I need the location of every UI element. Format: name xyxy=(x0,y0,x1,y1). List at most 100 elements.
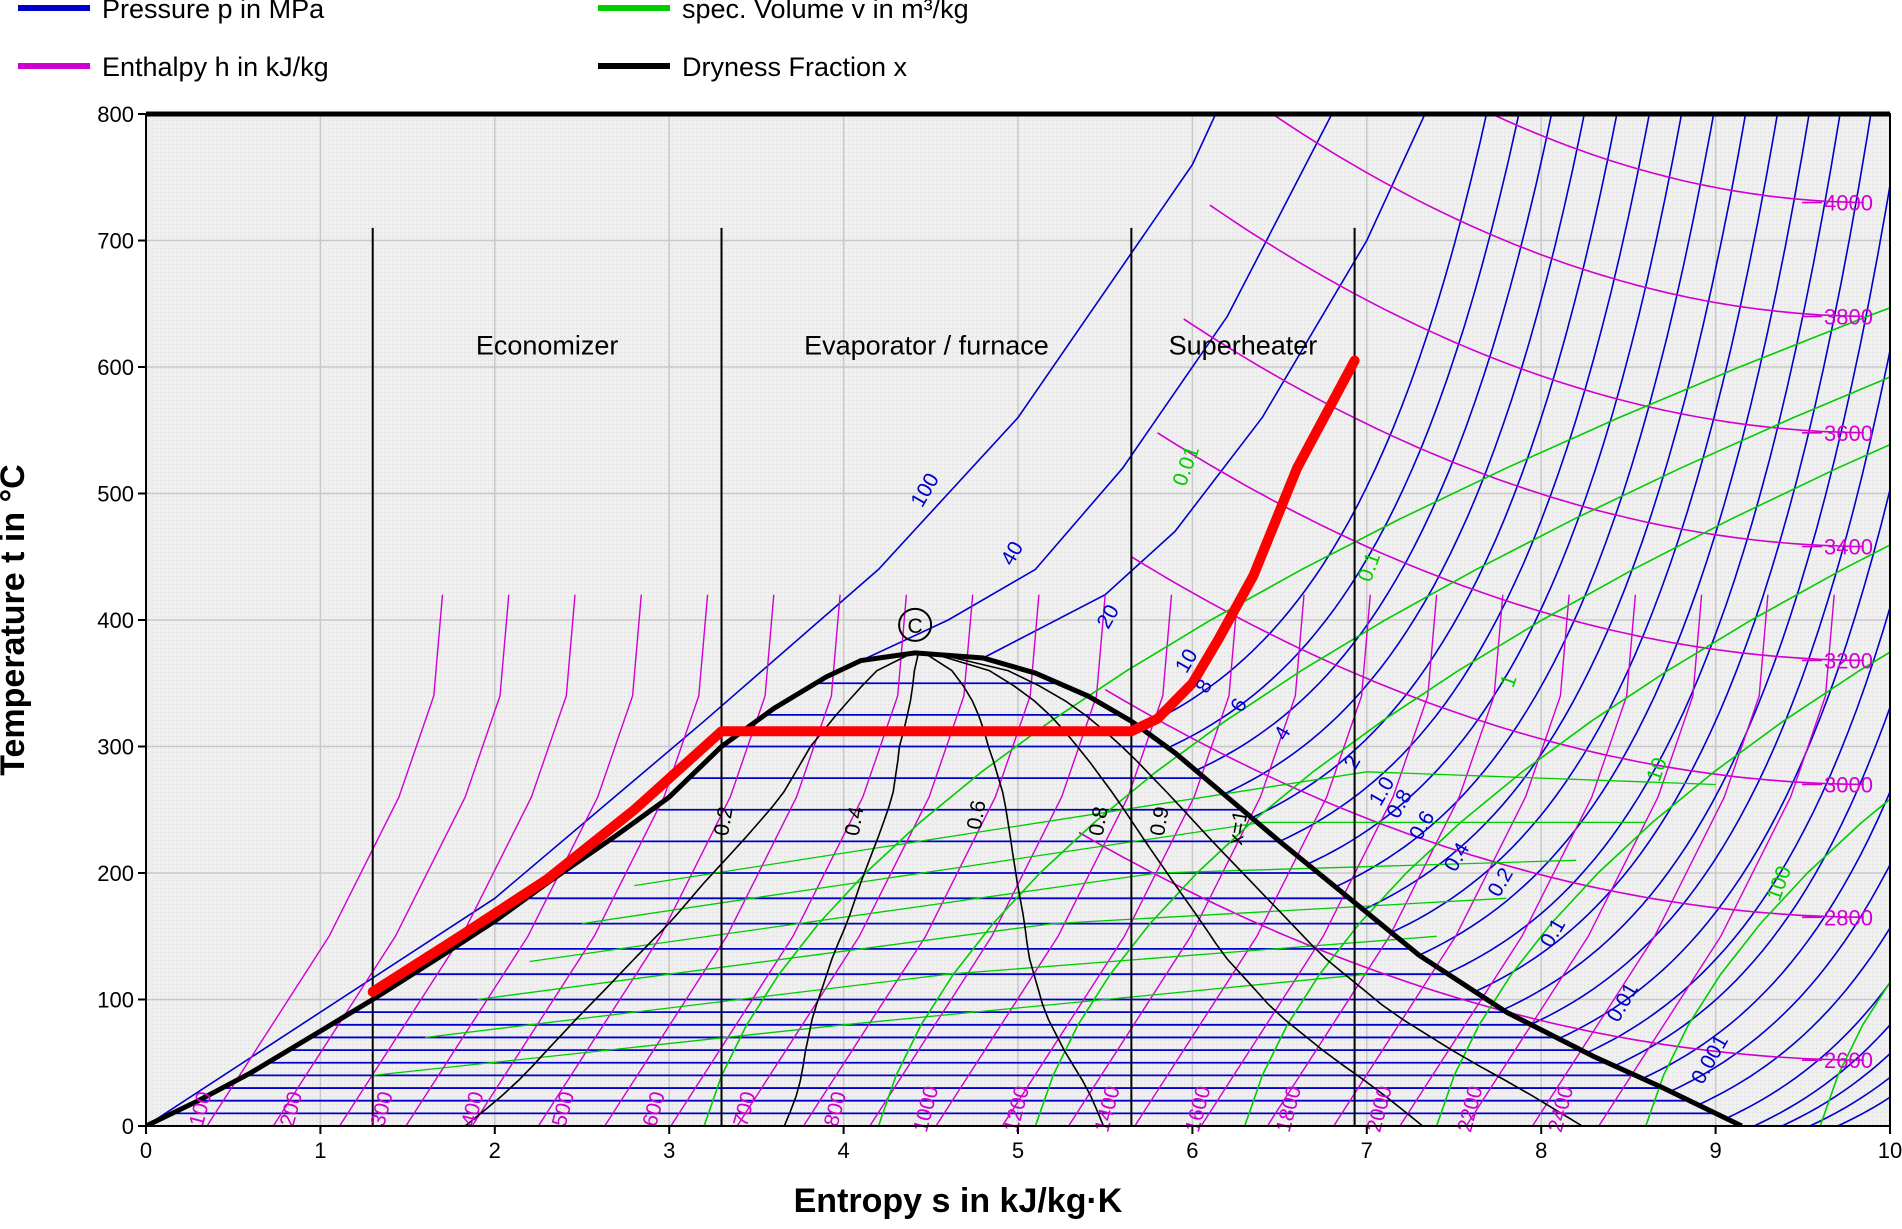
isenthalp-wet-line xyxy=(1399,594,1637,1126)
saturation-dome: C xyxy=(146,607,1743,1126)
isobar-superheat xyxy=(1809,1076,1890,1126)
y-tick-label: 100 xyxy=(97,988,134,1013)
isobar-superheat xyxy=(1390,114,1779,934)
critical-point-label: C xyxy=(908,615,923,638)
quality-label: 0.8 xyxy=(1085,805,1113,838)
legend-label-dryness: Dryness Fraction x xyxy=(682,52,908,82)
isenthalp-wet-line xyxy=(670,594,908,1126)
isobar-superheat xyxy=(1725,981,1890,1120)
x-tick-label: 3 xyxy=(663,1138,675,1163)
isochore-wet-line xyxy=(634,771,1716,887)
quality-label: 0.9 xyxy=(1146,805,1174,838)
enthalpy-label-right: 3200 xyxy=(1824,648,1873,673)
isobar-superheat xyxy=(1781,1052,1890,1126)
y-tick-label: 300 xyxy=(97,735,134,760)
quality-label: 0.6 xyxy=(963,799,991,832)
isochore-wet-line xyxy=(529,859,1577,963)
isenthalp-wet-line xyxy=(802,594,1040,1126)
isenthalp-wet-line xyxy=(206,594,444,1126)
quality-line xyxy=(464,652,916,1126)
isobar-superheat xyxy=(1642,789,1890,1080)
y-axis-title: Temperature t in °C xyxy=(0,464,32,775)
x-tick-label: 4 xyxy=(837,1138,849,1163)
isochore-wet-line xyxy=(581,821,1646,925)
x-tick-label: 9 xyxy=(1709,1138,1721,1163)
isenthalp-wet-line xyxy=(272,594,510,1126)
isenthalp-wet-line xyxy=(339,594,576,1126)
isenthalp-wet-line xyxy=(1598,594,1835,1126)
isenthalp-wet-line xyxy=(1333,594,1570,1126)
enthalpy-label-right: 4000 xyxy=(1824,191,1873,216)
isobar-superheat xyxy=(1195,114,1553,772)
x-tick-label: 7 xyxy=(1361,1138,1373,1163)
isobar-superheat xyxy=(1418,114,1810,956)
y-tick-label: 400 xyxy=(97,608,134,633)
isobar-superheat xyxy=(1279,114,1651,843)
x-tick-label: 0 xyxy=(140,1138,152,1163)
isobar-superheat xyxy=(1362,114,1747,911)
y-tick-label: 700 xyxy=(97,229,134,254)
isenthalp-line xyxy=(1130,556,1864,786)
x-tick-label: 10 xyxy=(1878,1138,1902,1163)
region-boundaries: Economizer Evaporator / furnace Superheate… xyxy=(371,227,1356,1126)
isobar-superheat xyxy=(1251,114,1618,819)
quality-line xyxy=(914,652,1105,1126)
isobar-superheat xyxy=(1223,114,1586,795)
isenthalp-wet-line xyxy=(471,594,709,1126)
y-tick-label: 200 xyxy=(97,861,134,886)
legend-label-volume: spec. Volume v in m³/kg xyxy=(682,0,969,24)
quality-line xyxy=(783,652,919,1126)
isenthalp-line xyxy=(1270,114,1864,318)
isenthalp-wet-line xyxy=(1531,594,1769,1126)
isochore-wet-line xyxy=(372,973,1367,1077)
region-label: Evaporator / furnace xyxy=(804,330,1049,360)
isenthalp-wet-line xyxy=(405,594,642,1126)
isobar-high-pressure xyxy=(146,114,1217,1126)
isenthalp-line xyxy=(1157,432,1864,662)
saturation-curve xyxy=(146,650,1743,1126)
x-tick-label: 2 xyxy=(489,1138,501,1163)
quality-line xyxy=(915,652,1583,1126)
x-axis-ticks: 0 1 2 3 4 5 6 7 8 9 10 xyxy=(140,1126,1902,1163)
isobar-superheat xyxy=(1697,926,1890,1106)
isobar-superheat xyxy=(1753,1023,1890,1126)
quality-label: 0.2 xyxy=(710,805,738,838)
enthalpy-label-right: 2800 xyxy=(1824,905,1873,930)
isochore-line xyxy=(1645,798,1890,1126)
isenthalp-wet-line xyxy=(537,594,775,1126)
isenthalp-wet-line xyxy=(1465,594,1703,1126)
isobar-superheat xyxy=(1669,862,1890,1093)
isochore-line xyxy=(1243,544,1890,1126)
isobar-superheat xyxy=(1586,604,1890,1054)
x-tick-label: 5 xyxy=(1012,1138,1024,1163)
enthalpy-label-right: 3800 xyxy=(1824,304,1873,329)
legend: Pressure p in MPa spec. Volume v in m³/k… xyxy=(18,0,969,82)
isenthalp-wet-line xyxy=(869,594,1106,1126)
quality-label: 0.4 xyxy=(841,805,869,838)
x-tick-label: 6 xyxy=(1186,1138,1198,1163)
isobar-superheat xyxy=(1307,114,1683,865)
isenthalp-line xyxy=(1183,318,1864,548)
region-label: Superheater xyxy=(1169,330,1318,360)
isobar-superheat xyxy=(1530,346,1890,1026)
legend-label-pressure: Pressure p in MPa xyxy=(102,0,325,24)
property-curves xyxy=(146,114,1890,1126)
legend-label-enthalpy: Enthalpy h in kJ/kg xyxy=(102,52,329,82)
isochore-wet-line xyxy=(424,935,1437,1039)
isenthalp-wet-line xyxy=(1134,594,1371,1126)
x-axis-title: Entropy s in kJ/kg·K xyxy=(794,1182,1123,1220)
cycle-path xyxy=(367,355,1360,997)
isenthalp-wet-line xyxy=(1266,594,1504,1126)
isenthalp-wet-line xyxy=(1200,594,1438,1126)
enthalpy-label-right: 3400 xyxy=(1824,535,1873,560)
isenthalp-line xyxy=(1078,831,1864,1061)
isobar-superheat xyxy=(1502,180,1890,1011)
isobar-high-pressure xyxy=(825,114,1333,678)
y-tick-label: 500 xyxy=(97,482,134,507)
y-tick-label: 600 xyxy=(97,355,134,380)
enthalpy-label-right: 3000 xyxy=(1824,772,1873,797)
x-tick-label: 8 xyxy=(1535,1138,1547,1163)
isenthalp-wet-line xyxy=(1001,594,1239,1126)
isobar-superheat xyxy=(1139,114,1488,729)
